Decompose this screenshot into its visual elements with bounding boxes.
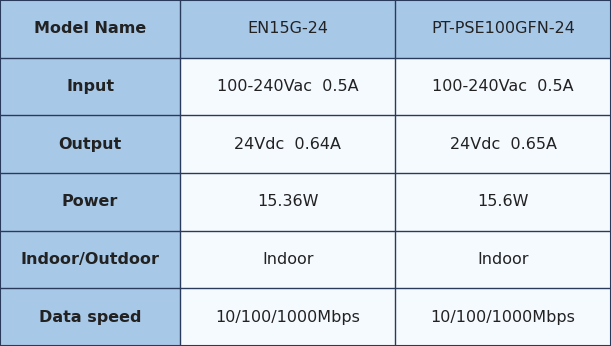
Bar bbox=[395, 288, 611, 346]
Text: Input: Input bbox=[66, 79, 114, 94]
Text: 15.6W: 15.6W bbox=[477, 194, 529, 209]
Bar bbox=[180, 231, 395, 288]
Text: 10/100/1000Mbps: 10/100/1000Mbps bbox=[431, 310, 576, 325]
Text: 24Vdc  0.65A: 24Vdc 0.65A bbox=[450, 137, 557, 152]
Text: PT-PSE100GFN-24: PT-PSE100GFN-24 bbox=[431, 21, 575, 36]
Bar bbox=[395, 231, 611, 288]
Bar bbox=[180, 115, 395, 173]
Text: Data speed: Data speed bbox=[39, 310, 141, 325]
Text: 24Vdc  0.64A: 24Vdc 0.64A bbox=[234, 137, 342, 152]
Bar bbox=[0, 58, 180, 115]
Bar bbox=[180, 58, 395, 115]
Bar bbox=[395, 173, 611, 231]
Text: Indoor: Indoor bbox=[477, 252, 529, 267]
Text: Indoor/Outdoor: Indoor/Outdoor bbox=[21, 252, 159, 267]
Text: Output: Output bbox=[59, 137, 122, 152]
Bar bbox=[0, 173, 180, 231]
Bar bbox=[0, 0, 180, 58]
Bar bbox=[180, 0, 395, 58]
Text: 15.36W: 15.36W bbox=[257, 194, 318, 209]
Bar bbox=[395, 115, 611, 173]
Text: Indoor: Indoor bbox=[262, 252, 313, 267]
Text: Power: Power bbox=[62, 194, 119, 209]
Bar bbox=[0, 231, 180, 288]
Text: 10/100/1000Mbps: 10/100/1000Mbps bbox=[215, 310, 360, 325]
Bar bbox=[0, 115, 180, 173]
Text: 100-240Vac  0.5A: 100-240Vac 0.5A bbox=[433, 79, 574, 94]
Bar bbox=[395, 58, 611, 115]
Bar bbox=[395, 0, 611, 58]
Bar bbox=[180, 173, 395, 231]
Text: 100-240Vac  0.5A: 100-240Vac 0.5A bbox=[217, 79, 359, 94]
Text: Model Name: Model Name bbox=[34, 21, 146, 36]
Bar bbox=[0, 288, 180, 346]
Bar bbox=[180, 288, 395, 346]
Text: EN15G-24: EN15G-24 bbox=[247, 21, 328, 36]
